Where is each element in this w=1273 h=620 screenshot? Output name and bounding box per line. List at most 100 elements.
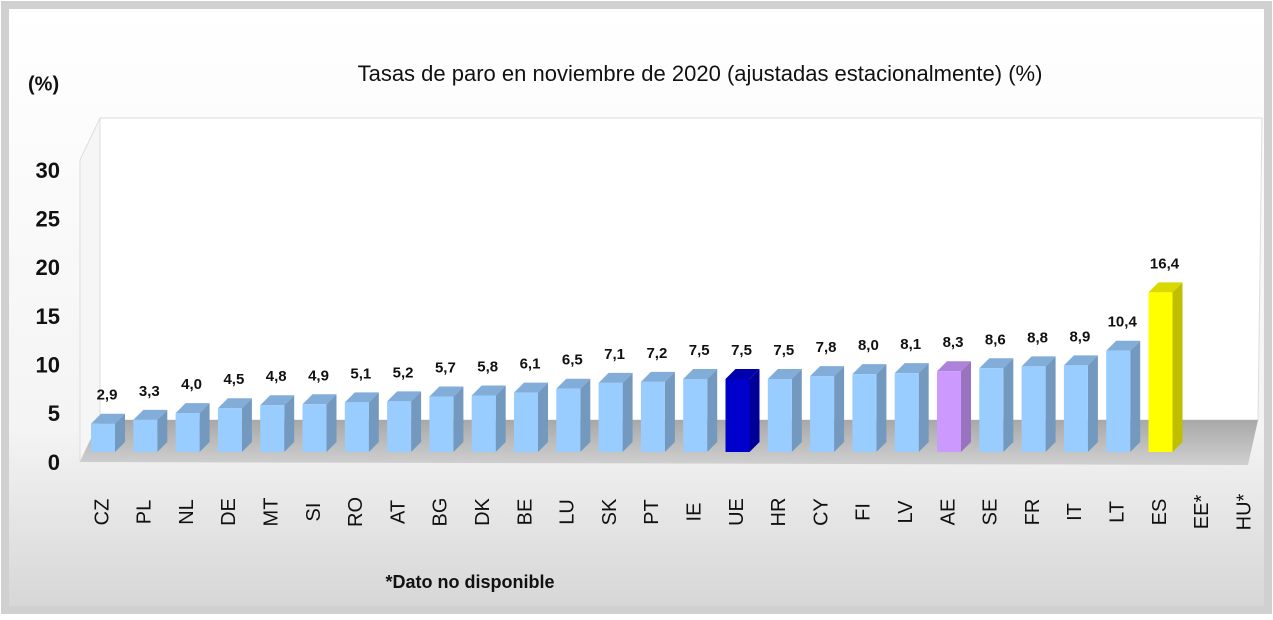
bar-front bbox=[302, 404, 327, 452]
y-tick-label: 20 bbox=[36, 255, 60, 280]
x-tick-label: MT bbox=[260, 498, 282, 527]
value-label: 8,6 bbox=[985, 331, 1006, 348]
value-label: 2,9 bbox=[97, 387, 118, 404]
x-tick-label: CZ bbox=[91, 499, 113, 526]
footnote: *Dato no disponible bbox=[386, 572, 555, 592]
value-label: 7,5 bbox=[773, 342, 794, 359]
bar-front bbox=[852, 374, 877, 452]
x-tick-label: DE bbox=[218, 498, 240, 526]
value-label: 3,3 bbox=[139, 383, 160, 400]
bar-front bbox=[1021, 366, 1046, 452]
bar-side bbox=[538, 382, 548, 452]
value-label: 4,8 bbox=[266, 368, 287, 385]
bar-side bbox=[961, 361, 971, 452]
bar-side bbox=[918, 363, 929, 452]
value-label: 5,2 bbox=[393, 364, 414, 381]
bar bbox=[937, 361, 971, 452]
x-tick-label: EE* bbox=[1191, 495, 1213, 530]
bar-front bbox=[1148, 292, 1173, 452]
bar-side bbox=[284, 395, 295, 452]
value-label: 5,7 bbox=[435, 359, 456, 376]
bar-top bbox=[514, 382, 548, 393]
value-label: 5,1 bbox=[350, 365, 371, 382]
bar-top bbox=[683, 369, 718, 379]
chart-title: Tasas de paro en noviembre de 2020 (ajus… bbox=[358, 61, 1043, 86]
value-label: 7,2 bbox=[646, 345, 667, 362]
bar bbox=[1063, 355, 1098, 452]
bar-top bbox=[556, 378, 591, 389]
bar-top bbox=[471, 385, 506, 396]
bar bbox=[894, 363, 929, 452]
bar bbox=[91, 413, 125, 452]
bar-side bbox=[664, 371, 675, 452]
value-label: 6,1 bbox=[520, 356, 541, 373]
bar bbox=[1021, 356, 1056, 452]
x-tick-label: ES bbox=[1149, 499, 1171, 526]
x-tick-label: BE bbox=[514, 499, 536, 526]
y-tick-label: 30 bbox=[36, 158, 60, 183]
bar-side bbox=[1130, 340, 1141, 452]
bar-front bbox=[429, 396, 454, 452]
bar-top bbox=[429, 386, 464, 397]
x-tick-label: LU bbox=[557, 499, 579, 525]
x-tick-label: HU* bbox=[1233, 493, 1255, 530]
value-label: 7,5 bbox=[689, 342, 710, 359]
bar-front bbox=[937, 371, 961, 452]
bar-top bbox=[640, 371, 675, 382]
bar-top bbox=[1148, 282, 1183, 293]
bar-top bbox=[1021, 356, 1056, 367]
bar bbox=[1106, 340, 1141, 452]
x-tick-label: LT bbox=[1106, 501, 1128, 523]
bar-front bbox=[640, 381, 665, 452]
bar bbox=[598, 372, 633, 452]
bar-top bbox=[1106, 340, 1141, 351]
value-label: 5,8 bbox=[477, 359, 498, 376]
y-tick-label: 25 bbox=[36, 206, 60, 231]
bar-side bbox=[495, 385, 506, 452]
bar-side bbox=[157, 409, 168, 452]
bar-side bbox=[707, 369, 718, 452]
bar-top bbox=[175, 403, 210, 414]
x-tick-label: PL bbox=[134, 500, 156, 524]
bar-top bbox=[260, 395, 295, 406]
bar-front bbox=[175, 413, 200, 452]
y-tick-label: 5 bbox=[48, 401, 60, 426]
bar-side bbox=[1045, 356, 1056, 452]
x-tick-label: BG bbox=[430, 498, 452, 527]
bar-front bbox=[725, 379, 750, 452]
bar bbox=[640, 371, 675, 452]
bar-side bbox=[453, 386, 464, 452]
value-label: 8,8 bbox=[1027, 329, 1048, 346]
bar-side bbox=[580, 378, 591, 452]
bar-front bbox=[133, 419, 158, 452]
bar-top bbox=[387, 391, 422, 402]
x-tick-label: SK bbox=[599, 498, 621, 525]
bar-front bbox=[260, 405, 285, 452]
x-tick-label: FI bbox=[853, 503, 875, 521]
x-tick-label: AE bbox=[937, 499, 959, 526]
bar-front bbox=[91, 423, 115, 452]
bar-top bbox=[598, 372, 633, 383]
value-label: 8,0 bbox=[858, 337, 879, 354]
bar-side bbox=[834, 366, 845, 452]
bar-front bbox=[1106, 350, 1131, 452]
y-tick-label: 15 bbox=[36, 304, 60, 329]
bar bbox=[175, 403, 210, 452]
x-tick-label: CY bbox=[810, 498, 832, 526]
x-tick-label: HR bbox=[768, 498, 790, 527]
y-tick-label: 10 bbox=[36, 352, 60, 377]
bar-top bbox=[91, 413, 125, 424]
value-label: 6,5 bbox=[562, 352, 583, 369]
bar-top bbox=[979, 358, 1014, 369]
bar bbox=[514, 382, 548, 452]
side-wall bbox=[79, 117, 101, 463]
bar-side bbox=[791, 369, 802, 452]
bar bbox=[302, 394, 337, 452]
bar-front bbox=[556, 388, 581, 452]
bar-front bbox=[344, 402, 369, 452]
bar-front bbox=[810, 376, 835, 452]
bar-top bbox=[725, 369, 760, 379]
bar-side bbox=[411, 391, 422, 452]
value-label: 8,3 bbox=[943, 334, 964, 351]
bar-side bbox=[876, 364, 887, 452]
